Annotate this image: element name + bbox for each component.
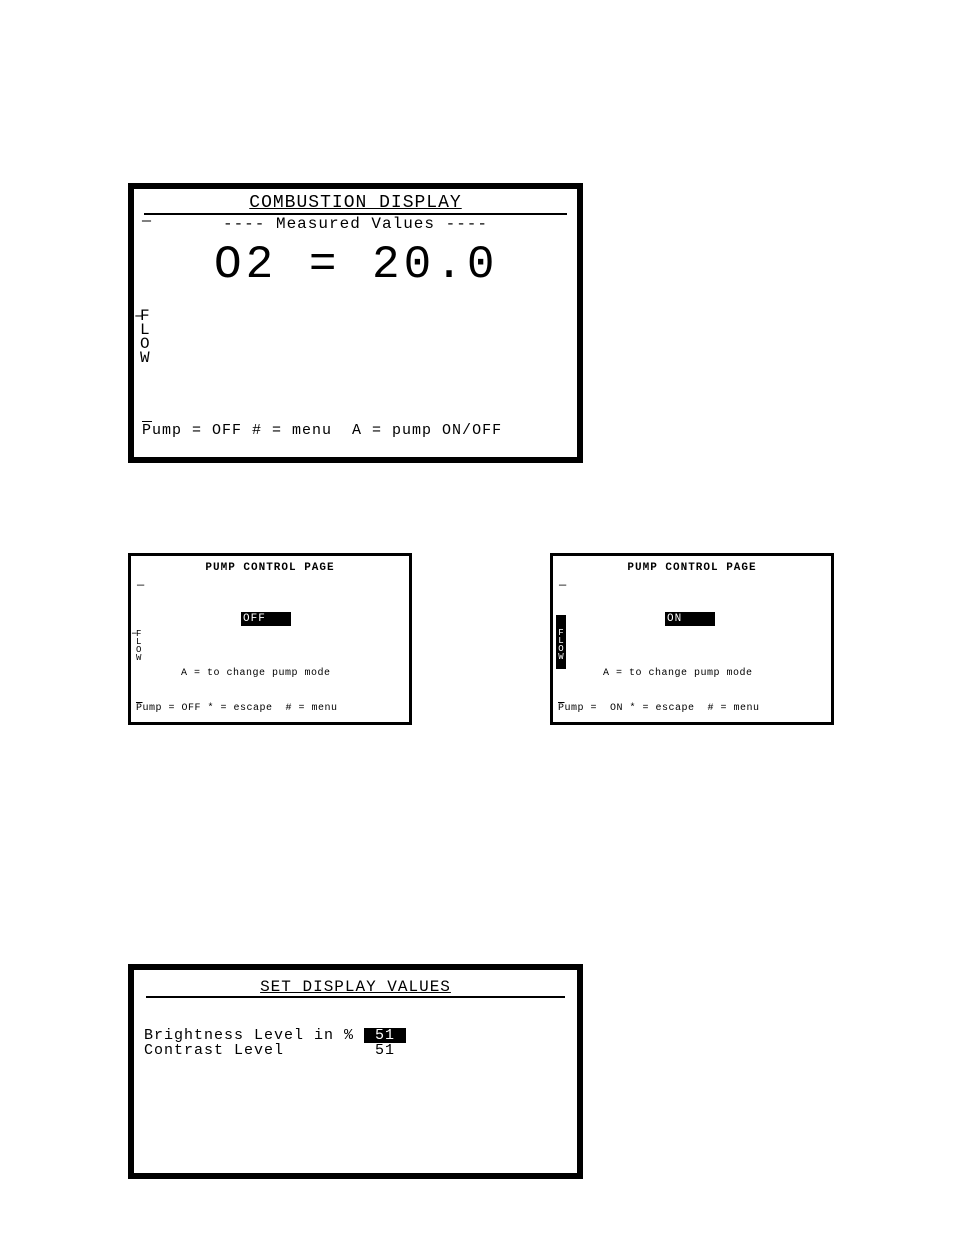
instruction-text: A = to change pump mode: [181, 668, 331, 679]
flow-indicator-filled: F L O W: [556, 615, 566, 669]
status-bar: Pump = OFF # = menu A = pump ON/OFF: [142, 422, 502, 439]
panel-subtitle: ---- Measured Values ----: [134, 215, 577, 233]
set-display-values-panel: SET DISPLAY VALUES Brightness Level in %…: [128, 964, 583, 1179]
brightness-row: Brightness Level in % 51: [144, 1028, 577, 1043]
top-dash: —: [559, 578, 566, 592]
panel-title: SET DISPLAY VALUES: [146, 970, 565, 996]
top-dash: —: [137, 578, 144, 592]
panel-title: PUMP CONTROL PAGE: [553, 556, 831, 574]
status-bar: Pump = ON * = escape # = menu: [558, 703, 760, 714]
combustion-display-panel: COMBUSTION DISPLAY ---- Measured Values …: [128, 183, 583, 463]
panel-title: PUMP CONTROL PAGE: [131, 556, 409, 574]
title-rule: COMBUSTION DISPLAY: [144, 189, 567, 215]
status-bar: Pump = OFF * = escape # = menu: [136, 703, 338, 714]
instruction-text: A = to change pump mode: [603, 668, 753, 679]
flow-indicator: – F L O W: [136, 630, 141, 662]
title-rule: SET DISPLAY VALUES: [146, 970, 565, 998]
contrast-row: Contrast Level 51: [144, 1043, 577, 1058]
top-dash: —: [142, 213, 151, 230]
contrast-label: Contrast Level: [144, 1042, 354, 1059]
pump-control-on-panel: PUMP CONTROL PAGE — ON F L O W A = to ch…: [550, 553, 834, 725]
pump-mode-value: ON: [665, 612, 715, 626]
panel-title: COMBUSTION DISPLAY: [144, 189, 567, 213]
pump-control-off-panel: PUMP CONTROL PAGE — OFF – F L O W A = to…: [128, 553, 412, 725]
pump-mode-value: OFF: [241, 612, 291, 626]
brightness-value[interactable]: 51: [364, 1028, 406, 1043]
o2-reading: O2 = 20.0: [214, 239, 577, 291]
contrast-value[interactable]: 51: [364, 1043, 406, 1058]
flow-indicator: – F L O W: [140, 309, 150, 365]
settings-rows: Brightness Level in % 51 Contrast Level …: [134, 1028, 577, 1058]
